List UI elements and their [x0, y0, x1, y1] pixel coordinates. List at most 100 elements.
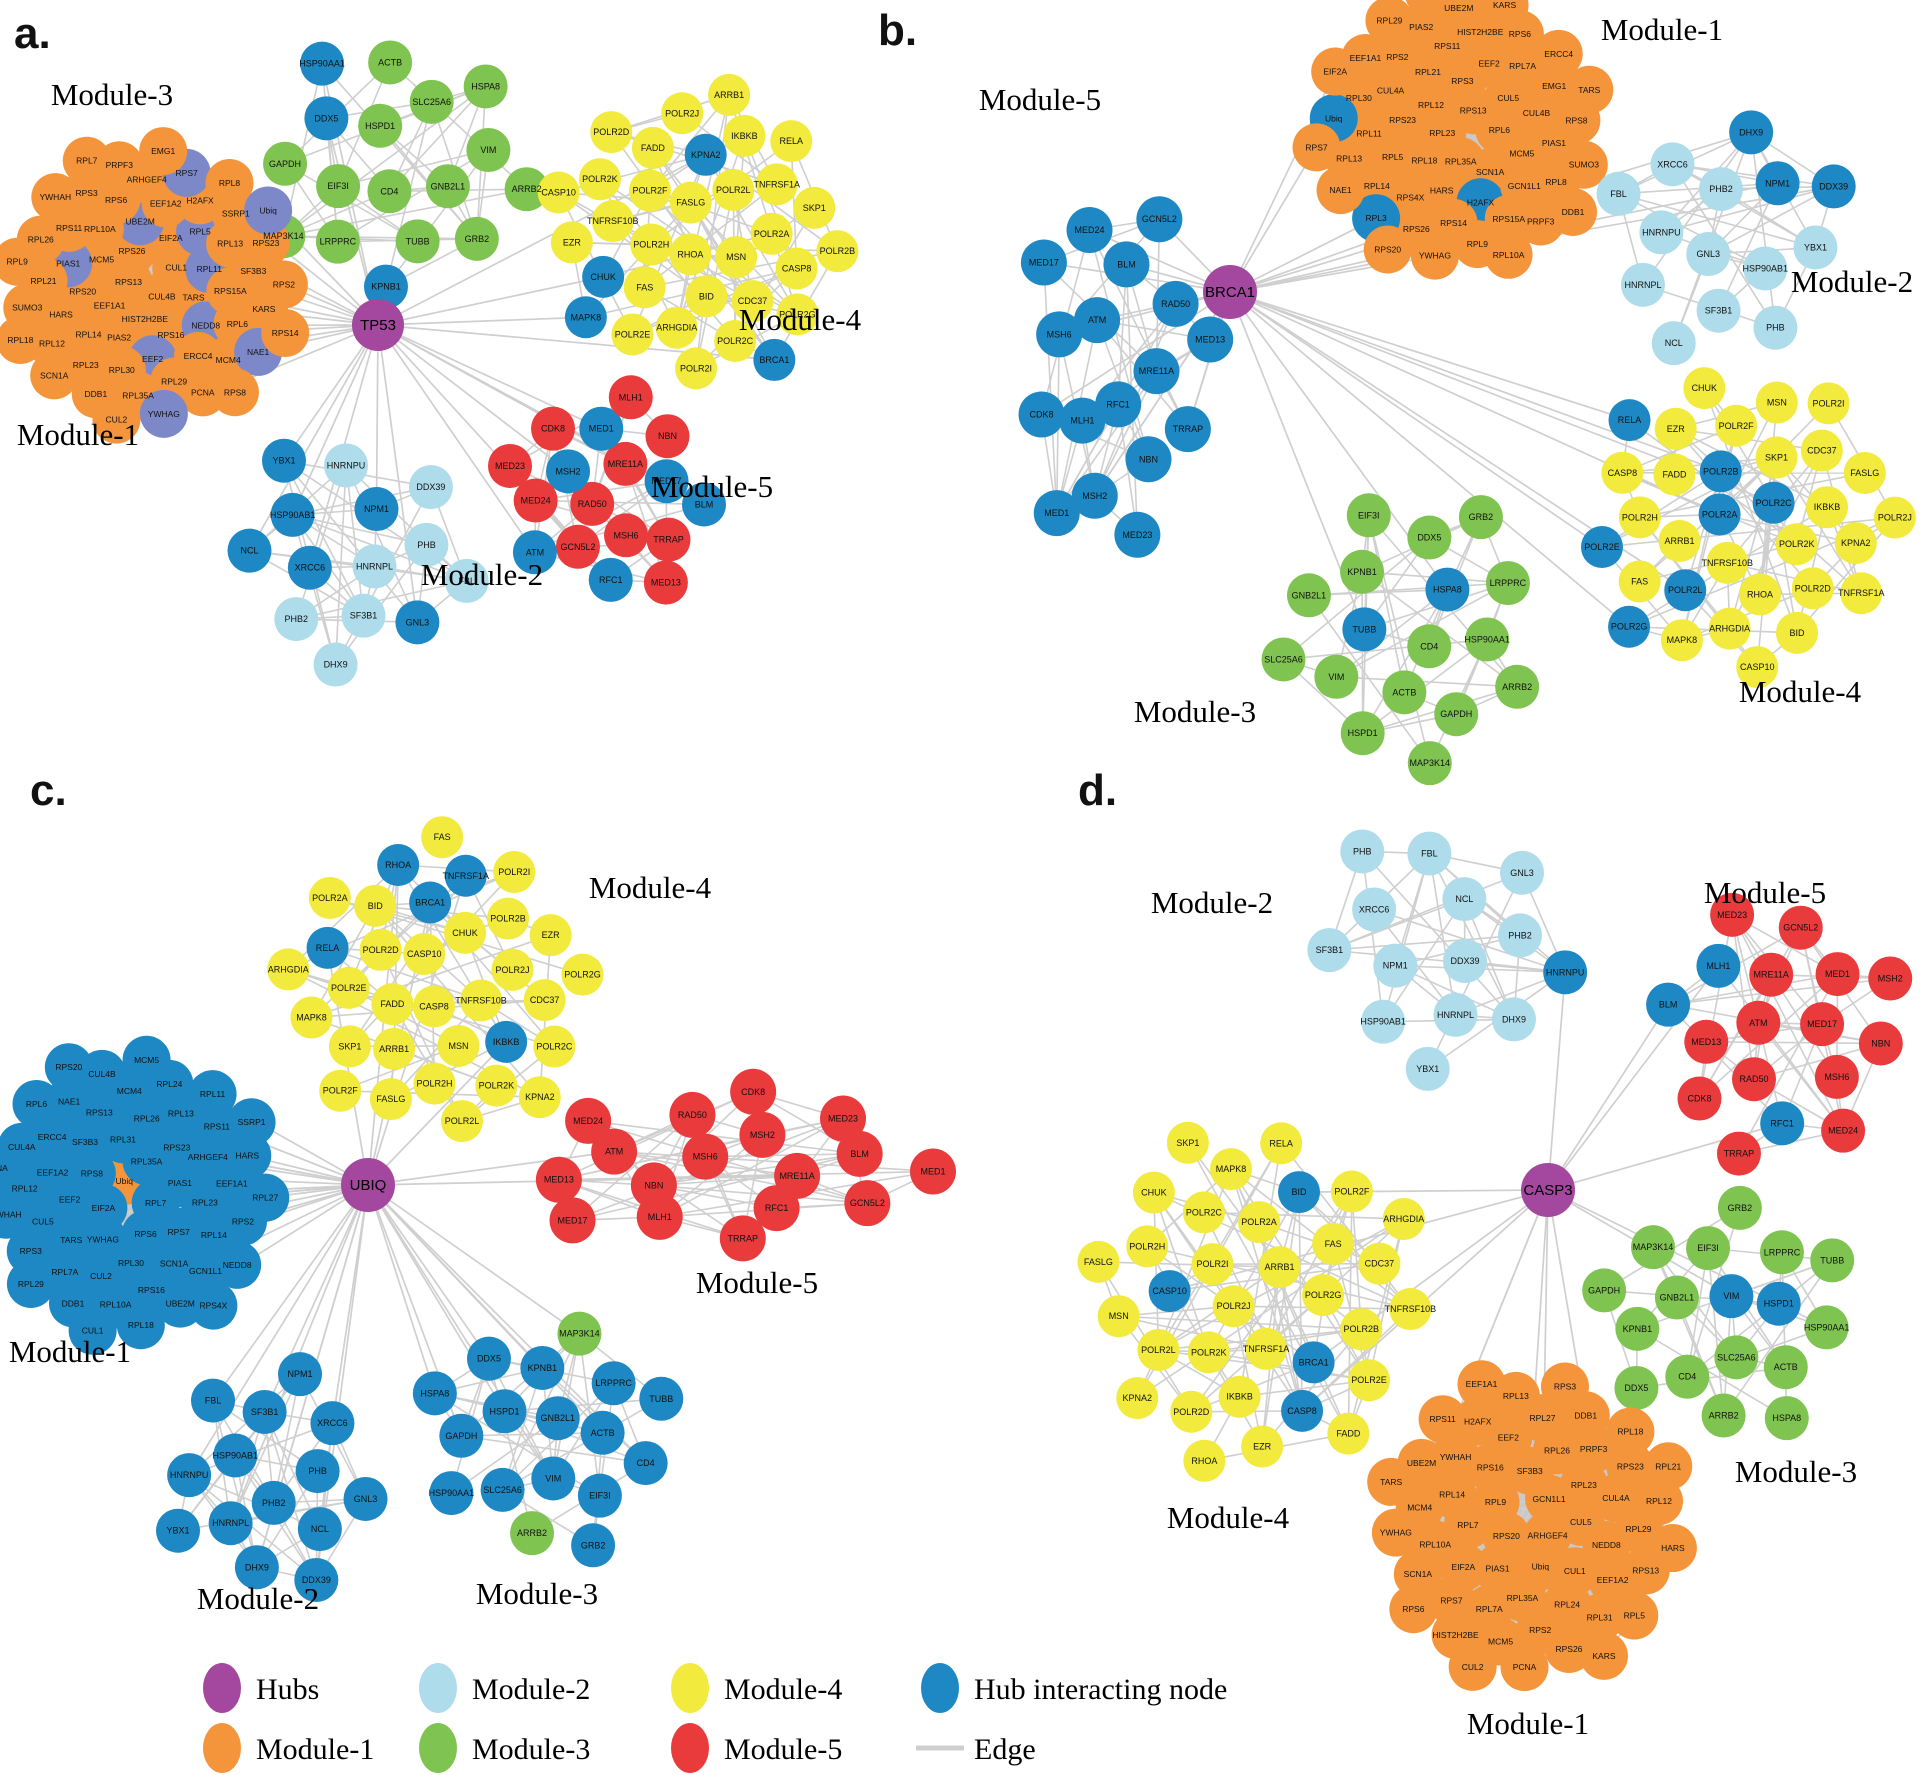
node-RAD50: [669, 1091, 716, 1138]
node-FASLG: [1077, 1240, 1120, 1283]
node-NCL: [227, 528, 272, 573]
node-DDX39: [408, 465, 453, 510]
edge: [389, 61, 528, 190]
node-IKBKB: [1218, 1375, 1261, 1418]
node-MCM4: [1405, 0, 1452, 18]
edge: [1136, 1218, 1405, 1399]
edge: [1706, 1040, 1881, 1045]
node-POLR2E: [327, 966, 370, 1009]
module-label: Module-4: [1167, 1500, 1290, 1535]
node-MLH1: [636, 1193, 683, 1240]
node-MSH6: [1036, 311, 1083, 358]
edge: [592, 1383, 615, 1546]
node-ARRB1: [1258, 1246, 1301, 1289]
node-MAP3K14: [557, 1311, 602, 1356]
node-YBX1: [1405, 1046, 1450, 1091]
node-POLR2E: [1348, 1359, 1391, 1402]
node-MED24: [513, 478, 558, 523]
node-TNFRSF1A: [1840, 572, 1883, 615]
node-RPL18: [116, 1301, 165, 1350]
edge: [1229, 291, 1722, 473]
edge: [377, 316, 586, 326]
edge: [1351, 1191, 1363, 1330]
node-XRCC6: [310, 1401, 355, 1446]
edge: [1229, 291, 1603, 548]
node-VIM: [466, 128, 511, 173]
node-KPNB1: [363, 264, 408, 309]
node-MED24: [565, 1097, 612, 1144]
node-PHB2: [274, 597, 319, 642]
node-ACTB: [368, 40, 413, 85]
node-TUBB: [1342, 607, 1387, 652]
node-HNRNPU: [167, 1453, 212, 1498]
edge: [1368, 1218, 1405, 1381]
node-MED17: [1020, 239, 1067, 286]
hubs-swatch-icon: [203, 1663, 241, 1713]
node-ARRB1: [708, 73, 751, 116]
node-FASLG: [369, 1078, 412, 1121]
edge: [367, 1184, 490, 1360]
module-label: Module-4: [739, 302, 862, 337]
node-SF3B1: [242, 1389, 287, 1434]
node-SUMO3: [1559, 140, 1608, 189]
module-label: Module-1: [9, 1334, 131, 1369]
node-TNFRSF10B: [591, 200, 634, 243]
edge: [1187, 1142, 1350, 1434]
edge: [385, 149, 490, 288]
node-LRPPRC: [591, 1361, 636, 1406]
edge: [1750, 132, 1777, 328]
module-label: Module-3: [1735, 1454, 1857, 1489]
node-POLR2B: [816, 230, 859, 273]
edge: [321, 63, 339, 242]
module-label: Module-1: [17, 417, 139, 452]
node-RPL8: [205, 159, 254, 208]
node-RHOA: [1183, 1439, 1226, 1482]
node-BRCA1: [753, 338, 796, 381]
node-DHX9: [1491, 997, 1536, 1042]
node-RPS6: [1389, 1585, 1438, 1634]
edge: [649, 189, 772, 235]
node-NPM1: [354, 487, 399, 532]
edge: [659, 1117, 844, 1218]
node-NEDD8: [213, 1240, 262, 1289]
node-PHB: [1340, 829, 1385, 874]
edge: [1382, 898, 1466, 1023]
node-MED17: [1800, 1002, 1845, 1047]
node-FADD: [1327, 1412, 1370, 1455]
node-XRCC6: [1352, 887, 1397, 932]
edge: [345, 465, 419, 623]
node-HSPA8: [463, 64, 508, 109]
node-BID: [1278, 1171, 1321, 1214]
node-HSPA8: [412, 1371, 457, 1416]
node-RHOA: [377, 843, 420, 886]
hub-label: TP53: [360, 317, 396, 334]
node-MLH1: [608, 375, 653, 420]
edge: [1367, 515, 1406, 693]
node-KPNA2: [1116, 1377, 1159, 1420]
node-HARS: [1648, 1524, 1697, 1573]
node-RAD50: [570, 481, 615, 526]
node-VIM: [531, 1456, 576, 1501]
node-PHB2: [1698, 167, 1743, 212]
node-POLR2H: [1618, 496, 1661, 539]
node-SKP1: [1166, 1121, 1209, 1164]
node-MRE11A: [1749, 952, 1794, 997]
hub-node-CASP3: [1521, 1163, 1575, 1217]
node-POLR2A: [308, 876, 351, 919]
node-ARRB2: [504, 167, 549, 212]
node-KARS: [1579, 1631, 1628, 1680]
node-TARS: [1565, 65, 1614, 114]
hub-label: UBIQ: [350, 1177, 387, 1194]
node-RPS3: [6, 1227, 55, 1276]
edge: [367, 1184, 580, 1335]
node-MED24: [1066, 206, 1113, 253]
edge: [287, 864, 399, 971]
edge: [388, 85, 487, 192]
hub-node-TP53: [352, 299, 404, 351]
edge: [1601, 470, 1722, 548]
node-CHUK: [582, 255, 625, 298]
node-MSN: [1097, 1295, 1140, 1338]
module-label: Module-5: [651, 469, 773, 504]
node-FBL: [1407, 831, 1452, 876]
node-POLR2J: [661, 92, 704, 135]
